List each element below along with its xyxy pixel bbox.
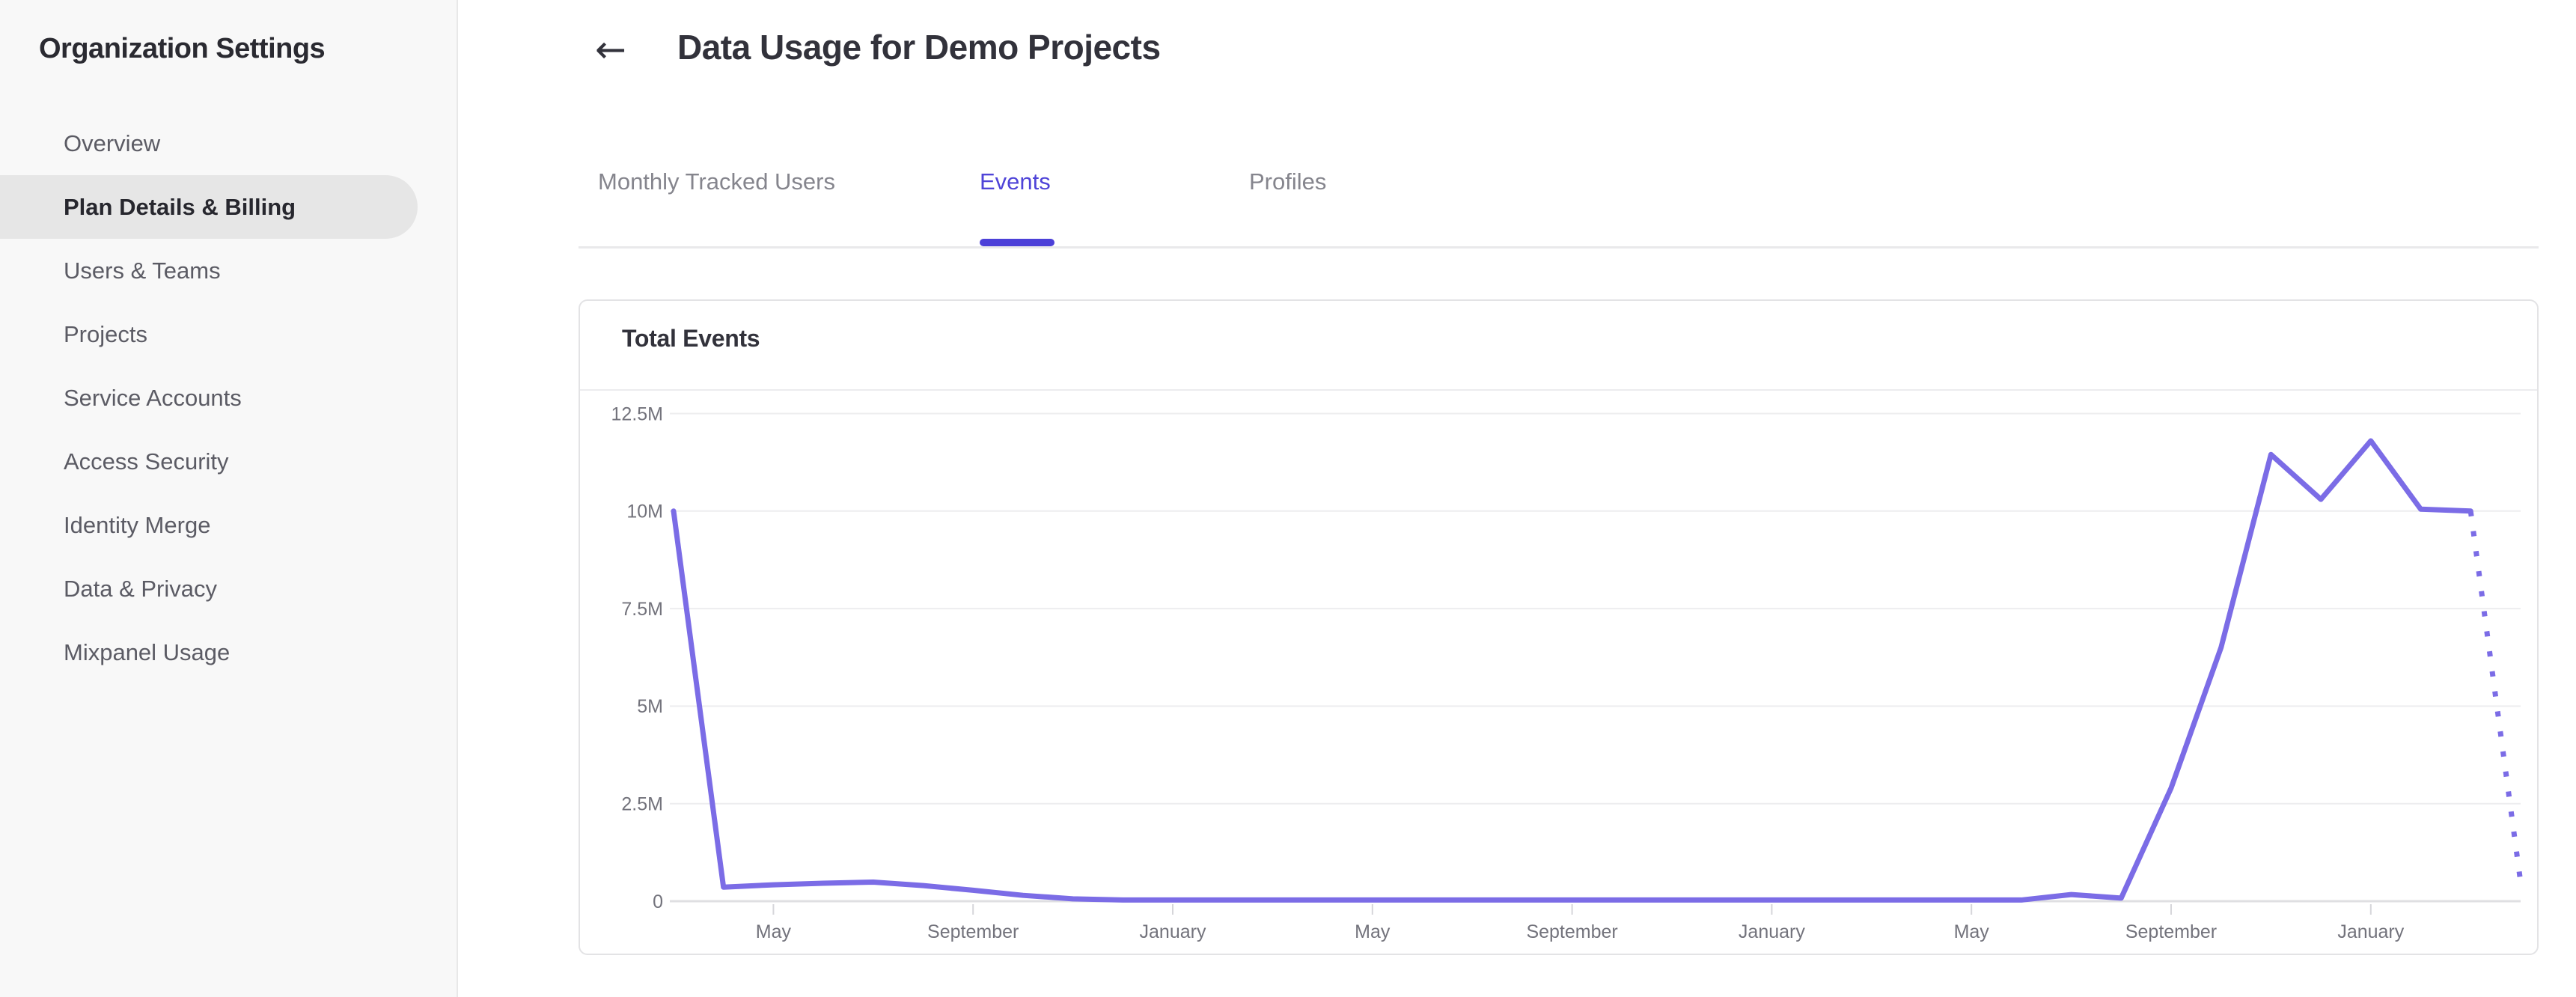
- card-title: Total Events: [622, 325, 760, 352]
- svg-text:7.5M: 7.5M: [621, 599, 663, 620]
- sidebar-title: Organization Settings: [39, 33, 326, 64]
- sidebar-item-identity-merge[interactable]: Identity Merge: [64, 512, 211, 538]
- svg-text:September: September: [2125, 921, 2217, 942]
- svg-text:January: January: [1739, 921, 1805, 942]
- sidebar-item-overview[interactable]: Overview: [64, 130, 161, 156]
- arrow-left-icon: ←: [595, 28, 626, 71]
- svg-text:May: May: [756, 921, 792, 942]
- svg-text:5M: 5M: [637, 696, 663, 717]
- svg-text:January: January: [2337, 921, 2404, 942]
- sidebar-item-service-accounts[interactable]: Service Accounts: [64, 385, 242, 411]
- sidebar-item-access-security[interactable]: Access Security: [64, 448, 229, 475]
- sidebar-item-mixpanel-usage[interactable]: Mixpanel Usage: [64, 639, 231, 665]
- tab-events[interactable]: Events: [980, 166, 1051, 198]
- sidebar-item-projects[interactable]: Projects: [64, 321, 147, 347]
- sidebar-item-users-teams[interactable]: Users & Teams: [64, 257, 221, 284]
- tabs-divider: [579, 246, 2539, 249]
- tab-profiles[interactable]: Profiles: [1249, 166, 1326, 198]
- tab-monthly-tracked-users[interactable]: Monthly Tracked Users: [598, 166, 835, 198]
- svg-text:12.5M: 12.5M: [611, 403, 663, 424]
- active-tab-indicator: [980, 239, 1054, 246]
- sidebar-item-data-privacy[interactable]: Data & Privacy: [64, 576, 218, 602]
- back-button[interactable]: ←: [588, 27, 633, 72]
- sidebar-item-plan-details-billing[interactable]: Plan Details & Billing: [0, 175, 418, 239]
- svg-text:10M: 10M: [626, 501, 663, 522]
- svg-text:May: May: [1355, 921, 1391, 942]
- svg-text:May: May: [1954, 921, 1990, 942]
- sidebar: Organization Settings Overview Plan Deta…: [0, 0, 458, 997]
- card-header: Total Events: [580, 301, 2537, 391]
- svg-text:September: September: [927, 921, 1019, 942]
- svg-text:September: September: [1526, 921, 1617, 942]
- svg-text:0: 0: [653, 891, 663, 912]
- svg-text:2.5M: 2.5M: [621, 793, 663, 814]
- svg-text:January: January: [1140, 921, 1206, 942]
- total-events-line-chart: 0 2.5M 5M 7.5M 10M 12.5M May September January Ma…: [611, 403, 2524, 942]
- sidebar-nav: Overview Plan Details & Billing Users & …: [0, 112, 457, 684]
- page-title: Data Usage for Demo Projects: [677, 28, 1161, 67]
- total-events-card: Total Events 0 2.5M 5M 7.5M 10M 12.5M May Septe…: [579, 299, 2539, 955]
- chart-area: 0 2.5M 5M 7.5M 10M 12.5M May September January Ma…: [580, 391, 2537, 954]
